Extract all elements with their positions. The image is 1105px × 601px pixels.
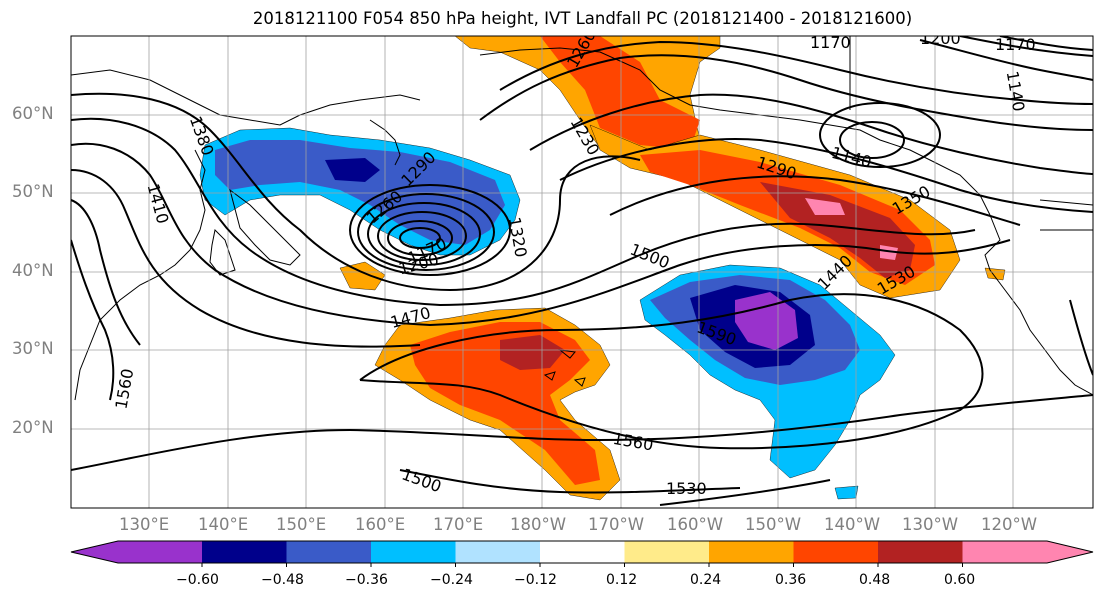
lon-label: 160°E (355, 515, 406, 534)
colorbar-segment (709, 541, 794, 563)
lon-label: 130°W (902, 515, 959, 534)
contour-label: 1170 (810, 33, 851, 52)
colorbar (70, 540, 1094, 567)
colorbar-tick-label: 0.36 (775, 572, 807, 588)
colorbar-tick-label: 0.24 (690, 572, 722, 588)
lat-label: 60°N (12, 104, 54, 123)
colorbar-segment (793, 541, 878, 563)
colorbar-segment (1047, 541, 1093, 563)
gridlines (71, 36, 1093, 508)
ivt-negative-shading-northeast-pacific (639, 264, 896, 500)
colorbar-segment (286, 541, 371, 563)
lon-label: 160°W (667, 515, 724, 534)
lon-label: 150°E (276, 515, 327, 534)
colorbar-tick-label: 0.48 (859, 572, 891, 588)
lon-label: 120°W (981, 515, 1038, 534)
map-plot-area: 1380 1410 1260 1290 1320 1170 1200 1470 … (71, 29, 1093, 508)
colorbar-segment (118, 541, 202, 563)
lon-label: 170°W (588, 515, 645, 534)
colorbar-tick-label: −0.48 (261, 572, 304, 588)
colorbar-tick-label: −0.12 (514, 572, 557, 588)
map-title: 2018121100 F054 850 hPa height, IVT Land… (252, 9, 913, 28)
colorbar-segment (878, 541, 963, 563)
lon-label: 170°E (433, 515, 484, 534)
lon-label: 140°E (198, 515, 249, 534)
colorbar-segment (371, 541, 456, 563)
lat-label: 40°N (12, 261, 54, 280)
ivt-negative-shading-japan-sea (199, 127, 521, 256)
colorbar-tick-label: 0.60 (944, 572, 976, 588)
colorbar-segment (540, 541, 625, 563)
colorbar-segment (455, 541, 540, 563)
lon-label: 180°W (510, 515, 567, 534)
colorbar-tick-label: −0.24 (430, 572, 473, 588)
colorbar-segment (202, 541, 287, 563)
height-contours (71, 36, 1093, 506)
lat-label: 30°N (12, 339, 54, 358)
colorbar-segment (71, 541, 118, 563)
ivt-positive-shading-subtropics (339, 261, 621, 501)
lon-label: 150°W (745, 515, 802, 534)
map-frame (70, 35, 1094, 509)
colorbar-segment (962, 541, 1047, 563)
contour-label: 1530 (666, 479, 707, 498)
colorbar-tick-label: −0.60 (176, 572, 219, 588)
lat-label: 20°N (12, 418, 54, 437)
colorbar-tick-label: −0.36 (345, 572, 388, 588)
ivt-positive-shading-gulf (589, 124, 1006, 299)
lon-label: 130°E (119, 515, 170, 534)
contour-label: 1200 (920, 29, 961, 48)
lat-label: 50°N (12, 182, 54, 201)
contour-label: 1170 (995, 35, 1036, 54)
colorbar-tick-label: 0.12 (606, 572, 638, 588)
lon-label: 140°W (824, 515, 881, 534)
colorbar-segment (624, 541, 709, 563)
